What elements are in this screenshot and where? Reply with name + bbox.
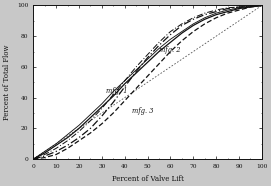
Y-axis label: Percent of Total Flow: Percent of Total Flow: [4, 44, 11, 120]
Text: mfg. 3: mfg. 3: [131, 107, 153, 115]
Text: mfg. 2: mfg. 2: [159, 46, 180, 54]
Text: mfg. 1: mfg. 1: [107, 87, 128, 95]
X-axis label: Percent of Valve Lift: Percent of Valve Lift: [112, 174, 183, 182]
